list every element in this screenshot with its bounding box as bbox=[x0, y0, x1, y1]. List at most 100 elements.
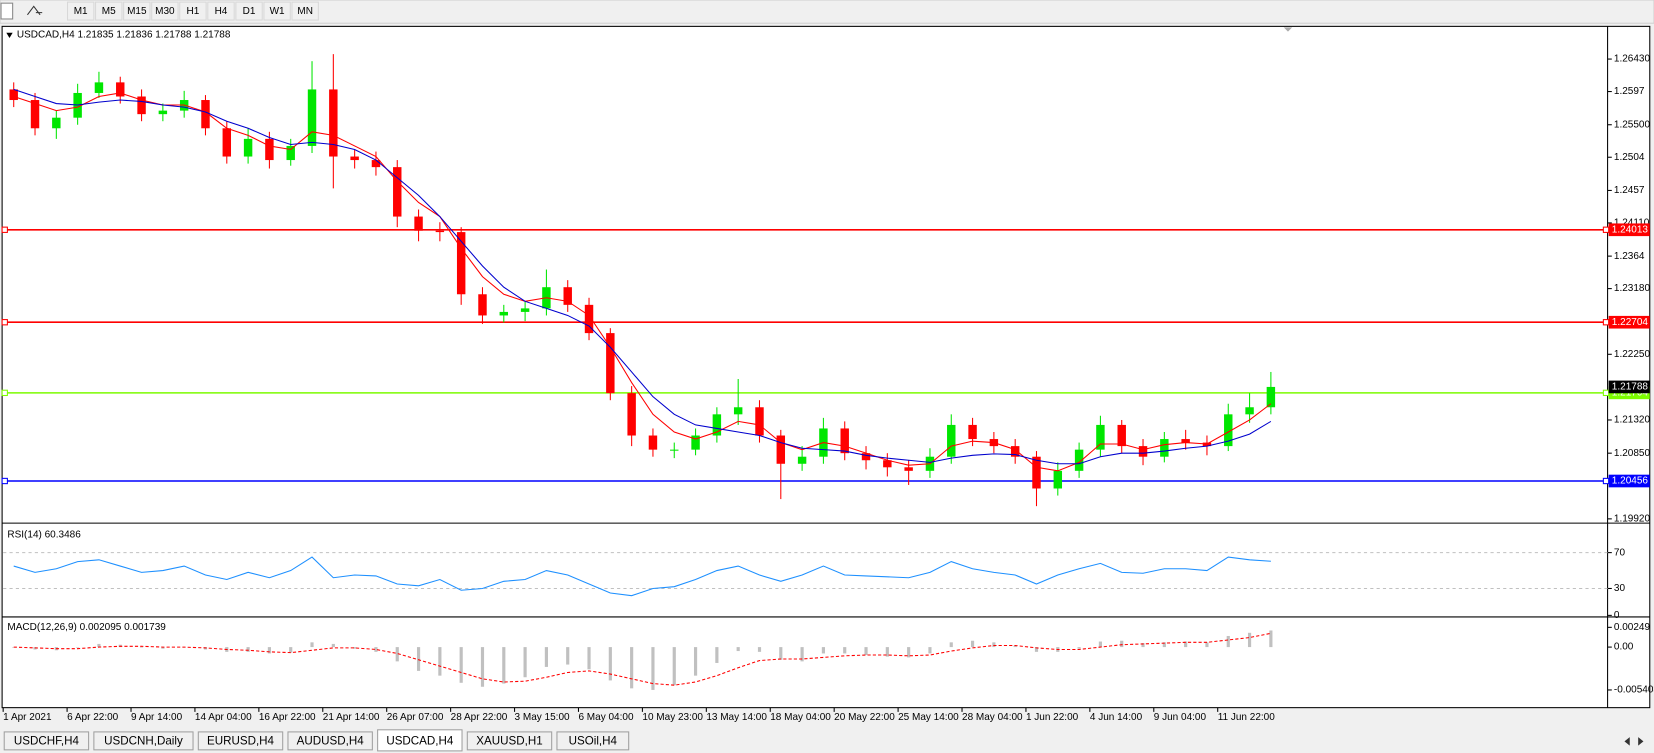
candle-body bbox=[1032, 456, 1041, 489]
timeframe-button[interactable] bbox=[291, 1, 319, 21]
tab-scroll-arrows[interactable] bbox=[1624, 737, 1644, 746]
chart-tab-label[interactable]: AUDUSD,H4 bbox=[297, 734, 365, 747]
timeframe-label[interactable]: H1 bbox=[187, 6, 200, 17]
macd-bar bbox=[693, 647, 698, 676]
last-price-box bbox=[1608, 380, 1650, 394]
candle-body bbox=[1138, 446, 1148, 457]
x-tick-label: 18 May 04:00 bbox=[770, 712, 831, 723]
level-label-box bbox=[1608, 315, 1650, 329]
level-handle[interactable] bbox=[1602, 226, 1610, 233]
level-handle[interactable] bbox=[1, 389, 8, 397]
candle-body bbox=[435, 230, 445, 233]
candle-body bbox=[478, 294, 487, 316]
chart-tab-label[interactable]: USOil,H4 bbox=[569, 734, 618, 747]
level-handle[interactable] bbox=[1602, 477, 1610, 485]
y-tick-label: 1.2597 bbox=[1614, 86, 1645, 97]
macd-bar bbox=[289, 647, 293, 653]
shift-marker bbox=[1283, 27, 1293, 32]
level-label-box bbox=[1608, 223, 1650, 237]
macd-bar bbox=[438, 647, 442, 676]
x-tick-label: 28 Apr 22:00 bbox=[451, 712, 508, 723]
macd-bar bbox=[1034, 647, 1039, 652]
candle-body bbox=[1266, 386, 1276, 408]
level-handle[interactable] bbox=[1602, 389, 1610, 397]
level-label: 1.20456 bbox=[1612, 476, 1649, 487]
macd-bar bbox=[800, 647, 804, 662]
x-tick-label: 20 May 22:00 bbox=[834, 712, 895, 723]
level-label: 1.22704 bbox=[1612, 317, 1649, 328]
chart-tab[interactable] bbox=[377, 729, 463, 752]
macd-bar bbox=[395, 647, 399, 662]
timeframe-label[interactable]: M1 bbox=[74, 6, 88, 17]
timeframe-button[interactable] bbox=[263, 1, 291, 21]
timeframe-button[interactable] bbox=[235, 1, 263, 21]
candle-body bbox=[904, 467, 913, 471]
timeframe-label[interactable]: MN bbox=[297, 6, 313, 17]
level-label: 1.24013 bbox=[1612, 224, 1649, 235]
y-tick-label: 1.19920 bbox=[1614, 514, 1651, 525]
tool-icon[interactable] bbox=[27, 5, 43, 16]
candle-body bbox=[883, 460, 892, 468]
timeframe-button[interactable] bbox=[179, 1, 207, 21]
x-tick-label: 26 Apr 07:00 bbox=[387, 712, 444, 723]
candle-body bbox=[648, 435, 658, 450]
x-tick-label: 25 May 14:00 bbox=[898, 712, 959, 723]
chart-tab-label[interactable]: USDCAD,H4 bbox=[386, 734, 454, 747]
timeframe-label[interactable]: H4 bbox=[215, 6, 228, 17]
candle-body bbox=[456, 232, 466, 295]
timeframe-label[interactable]: W1 bbox=[270, 6, 285, 17]
timeframe-button[interactable] bbox=[151, 1, 179, 21]
chart-tab[interactable] bbox=[466, 731, 553, 751]
chart-tab-label[interactable]: EURUSD,H4 bbox=[207, 734, 275, 747]
timeframe-label[interactable]: D1 bbox=[243, 6, 256, 17]
macd-bar bbox=[736, 647, 740, 652]
x-tick-label: 11 Jun 22:00 bbox=[1218, 712, 1276, 723]
timeframe-label[interactable]: M5 bbox=[102, 6, 116, 17]
candle-body bbox=[1010, 446, 1020, 457]
timeframe-label[interactable]: M30 bbox=[155, 6, 175, 17]
timeframe-button[interactable] bbox=[66, 1, 95, 21]
chart-tab[interactable] bbox=[287, 731, 373, 751]
candle-body bbox=[1096, 424, 1105, 450]
candle-body bbox=[606, 333, 615, 394]
level-handle[interactable] bbox=[1, 319, 8, 326]
chart-tab-label[interactable]: USDCHF,H4 bbox=[14, 734, 80, 747]
tool-icon[interactable] bbox=[0, 2, 14, 20]
macd-bar bbox=[864, 647, 868, 656]
macd-bar bbox=[779, 647, 783, 660]
timeframe-button[interactable] bbox=[123, 1, 151, 21]
indicator-title: RSI(14) 60.3486 bbox=[7, 529, 81, 540]
x-tick-label: 9 Apr 14:00 bbox=[131, 712, 183, 723]
level-handle[interactable] bbox=[1, 226, 8, 233]
last-price-label: 1.21788 bbox=[1612, 382, 1649, 393]
chart-tab-label[interactable]: USDCNH,Daily bbox=[104, 734, 183, 747]
macd-bar bbox=[544, 647, 548, 667]
macd-bar bbox=[1098, 641, 1102, 648]
macd-bar bbox=[331, 643, 335, 648]
chart-tab-label[interactable]: XAUUSD,H1 bbox=[476, 734, 542, 747]
timeframe-button[interactable] bbox=[207, 1, 235, 21]
rsi-line bbox=[13, 556, 1271, 597]
timeframe-label[interactable]: M15 bbox=[127, 6, 147, 17]
macd-bar bbox=[310, 642, 314, 648]
level-handle[interactable] bbox=[1, 477, 8, 485]
candle-body bbox=[670, 449, 679, 451]
macd-bar bbox=[1226, 635, 1230, 648]
candle-body bbox=[840, 428, 849, 454]
level-handle[interactable] bbox=[1602, 319, 1610, 326]
macd-bar bbox=[523, 647, 527, 678]
chart-tab[interactable] bbox=[3, 731, 90, 751]
symbol-menu-arrow[interactable] bbox=[6, 32, 13, 38]
chart-tab[interactable] bbox=[93, 731, 194, 751]
x-tick-label: 28 May 04:00 bbox=[962, 712, 1023, 723]
x-tick-label: 6 May 04:00 bbox=[578, 712, 633, 723]
macd-bar bbox=[608, 647, 612, 681]
chart-tab[interactable] bbox=[556, 731, 630, 751]
y-tick-label: 1.22250 bbox=[1614, 349, 1651, 360]
chart-tab[interactable] bbox=[197, 731, 284, 751]
timeframe-button[interactable] bbox=[95, 1, 123, 21]
y-tick-label: 1.2504 bbox=[1614, 152, 1645, 163]
y-tick-label: 0.00249 bbox=[1614, 622, 1651, 633]
